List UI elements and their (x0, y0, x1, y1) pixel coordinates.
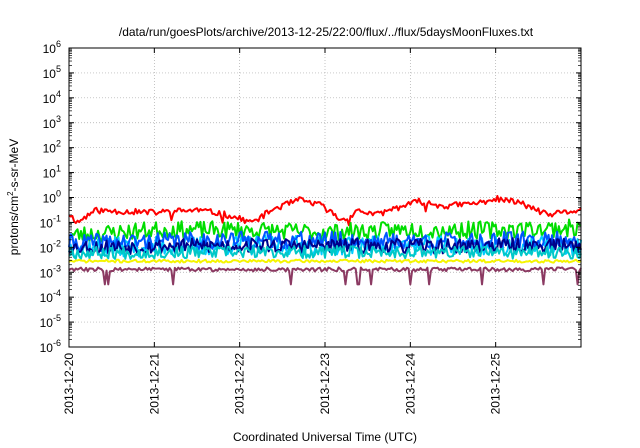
y-tick-label: 10-6 (40, 338, 61, 355)
chart-title: /data/run/goesPlots/archive/2013-12-25/2… (119, 25, 534, 39)
y-axis-label-sup: 2 (6, 191, 15, 196)
y-tick-labels: 106 105 104 103 102 101 100 10-1 10-2 10-3 10-4 10-… (40, 39, 61, 355)
axis-ticks (68, 47, 581, 348)
x-tick-label: 2013-12-22 (233, 353, 247, 415)
x-tick-label: 2013-12-21 (147, 353, 161, 415)
y-tick-label: 106 (43, 39, 61, 56)
y-tick-label: 10-4 (40, 288, 61, 305)
series-line-1 (68, 195, 582, 227)
y-tick-label: 103 (43, 114, 61, 131)
y-tick-label: 10-5 (40, 313, 61, 330)
series-layer (68, 195, 582, 286)
x-tick-label: 2013-12-24 (403, 353, 417, 415)
series-line-7 (68, 258, 582, 264)
y-tick-label: 10-2 (40, 238, 61, 255)
series-line-5 (68, 237, 582, 256)
y-tick-label: 104 (43, 89, 61, 106)
x-tick-label: 2013-12-23 (318, 353, 332, 415)
series-line-6 (68, 244, 582, 260)
x-tick-label: 2013-12-25 (489, 353, 503, 415)
y-tick-label: 100 (43, 189, 61, 206)
y-tick-label: 10-1 (40, 213, 61, 230)
grid-lines (69, 48, 581, 347)
y-tick-label: 102 (43, 139, 61, 156)
series-line-8 (68, 266, 582, 286)
y-tick-label: 10-3 (40, 263, 61, 280)
x-axis-label: Coordinated Universal Time (UTC) (233, 430, 417, 444)
x-tick-labels: 2013-12-20 2013-12-21 2013-12-22 2013-12-23… (62, 353, 503, 415)
y-axis-label-base: protons/cm (7, 196, 21, 255)
x-tick-label: 2013-12-20 (62, 353, 76, 415)
y-axis-label-rest: -s-sr-MeV (7, 139, 21, 192)
y-tick-label: 105 (43, 64, 61, 81)
y-tick-label: 101 (43, 164, 61, 181)
y-axis-label: protons/cm2-s-sr-MeV (6, 139, 21, 255)
